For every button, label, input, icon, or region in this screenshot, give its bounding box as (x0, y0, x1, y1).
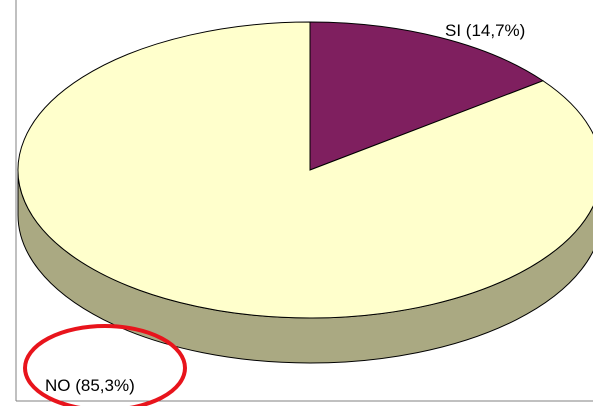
pie-slice (17, 21, 593, 319)
slice-label: NO (85,3%) (45, 376, 135, 395)
slice-label: SI (14,7%) (445, 21, 525, 40)
highlight-circle (23, 324, 187, 406)
pie (17, 21, 593, 364)
pie-slice (309, 21, 545, 171)
